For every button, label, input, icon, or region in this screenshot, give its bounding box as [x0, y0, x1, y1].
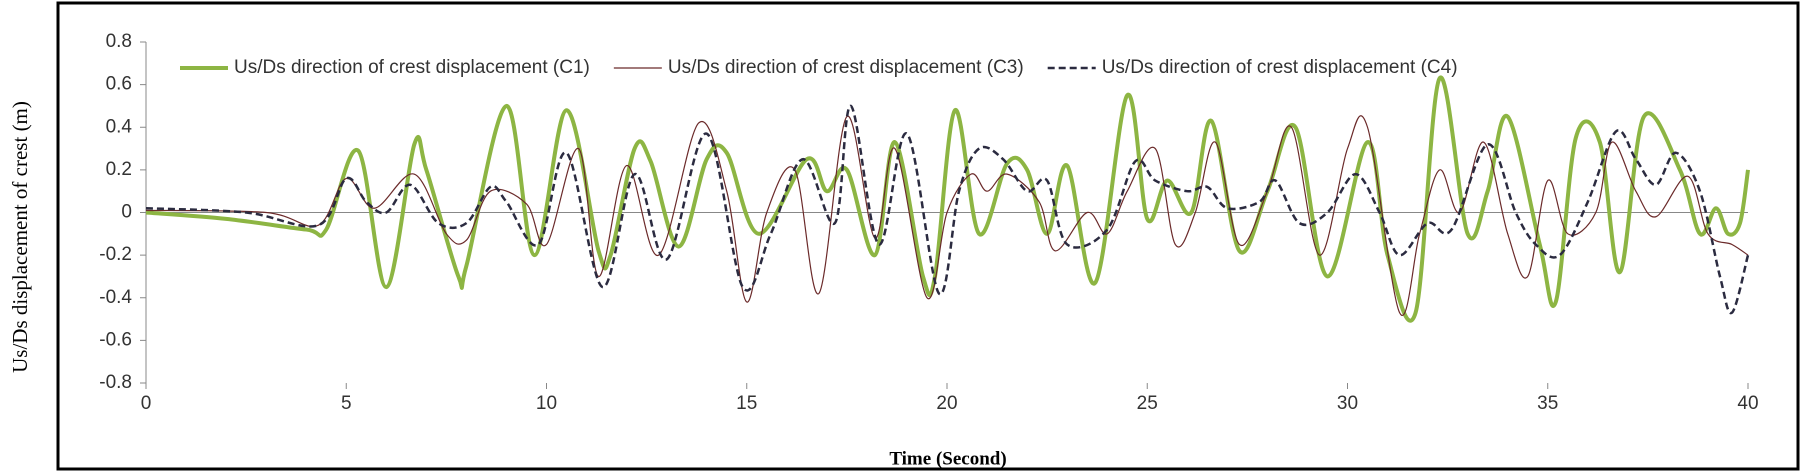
series-line — [145, 75, 1750, 323]
y-tick-label: 0.6 — [106, 74, 132, 95]
x-tick-label: 5 — [341, 393, 352, 414]
legend-label: Us/Ds direction of crest displacement (C… — [1102, 57, 1458, 78]
x-tick-label: 20 — [936, 393, 957, 414]
y-tick-label: 0 — [121, 202, 132, 223]
y-tick-label: -0.6 — [99, 329, 132, 350]
series-line — [145, 115, 1749, 316]
y-tick-label: -0.8 — [99, 372, 132, 393]
x-axis-title: Time (Second) — [889, 448, 1006, 469]
x-tick-label: 15 — [736, 393, 757, 414]
legend-label: Us/Ds direction of crest displacement (C… — [234, 57, 590, 78]
y-tick-label: -0.4 — [99, 287, 132, 308]
x-tick-label: 40 — [1737, 393, 1758, 414]
y-tick-label: 0.4 — [106, 116, 133, 137]
y-axis-title: Us/Ds displacement of crest (m) — [8, 101, 32, 373]
y-tick-label: 0.2 — [106, 159, 132, 180]
chart-border — [56, 1, 1800, 471]
series-line — [145, 104, 1750, 315]
x-tick-label: 25 — [1137, 393, 1158, 414]
x-tick-label: 30 — [1337, 393, 1358, 414]
x-tick-label: 0 — [141, 393, 152, 414]
x-tick-label: 10 — [536, 393, 557, 414]
legend-label: Us/Ds direction of crest displacement (C… — [668, 57, 1024, 78]
y-tick-label: -0.2 — [99, 244, 132, 265]
y-tick-label: 0.8 — [106, 31, 132, 52]
x-tick-label: 35 — [1537, 393, 1558, 414]
